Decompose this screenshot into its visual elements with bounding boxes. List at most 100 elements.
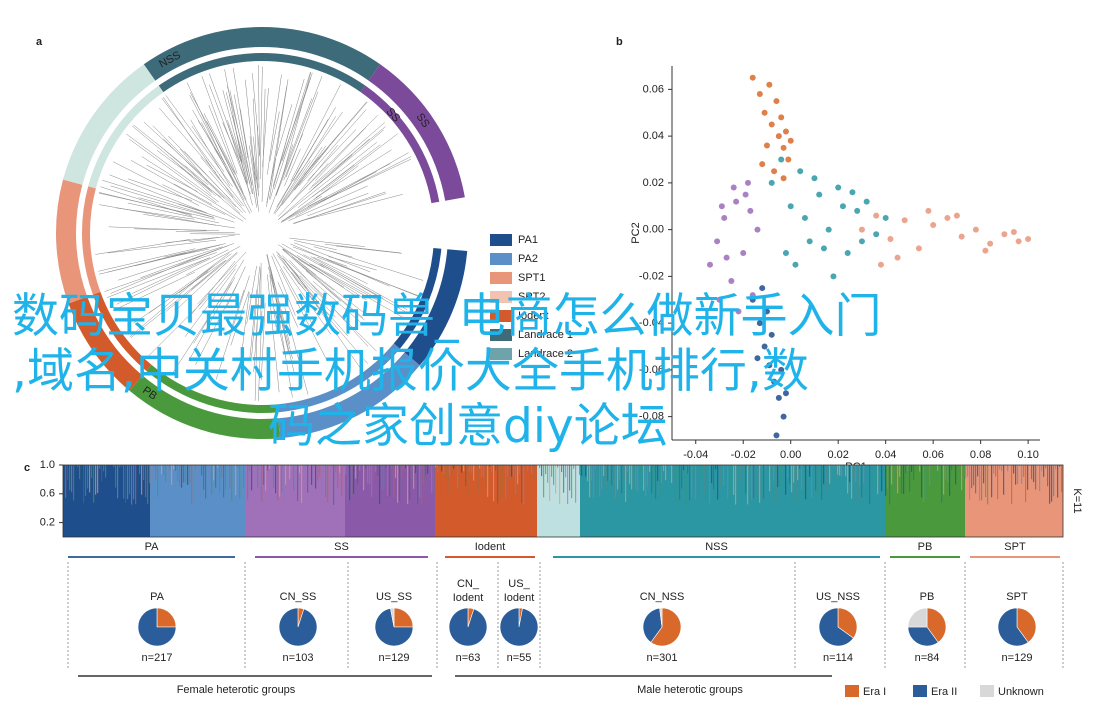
ring-segment-inner [360,85,440,204]
structure-texture [371,465,373,497]
structure-texture [955,465,957,485]
structure-texture [265,465,267,491]
structure-texture [1021,465,1023,484]
structure-texture [931,465,933,485]
tree-branch [109,174,203,212]
structure-texture [91,465,93,478]
structure-texture [1029,465,1031,485]
structure-texture [157,465,159,497]
structure-texture [441,465,443,472]
scatter-point [768,179,775,186]
scatter-point [749,74,756,81]
legend-swatch [490,234,512,246]
structure-texture [697,465,699,502]
tree-branch [258,310,263,401]
legend-swatch [490,310,512,322]
structure-texture [237,465,239,468]
scatter-point [787,137,794,144]
structure-texture [489,465,491,467]
structure-texture [143,465,145,480]
ring-segment [368,64,465,201]
structure-texture [533,465,535,479]
structure-texture [317,465,319,481]
legend-swatch [490,348,512,360]
legend-swatch [980,685,994,697]
structure-texture [613,465,615,501]
tree-branch [133,124,209,185]
structure-texture [473,465,475,481]
structure-texture [805,465,807,500]
structure-texture [615,465,617,498]
structure-texture [171,465,173,485]
structure-texture [355,465,357,479]
structure-texture [737,465,739,467]
structure-texture [77,465,79,467]
structure-texture [525,465,527,472]
structure-texture [631,465,633,490]
tree-branch [189,94,241,195]
structure-texture [247,465,249,500]
structure-texture [165,465,167,482]
structure-texture [875,465,877,489]
structure-texture [373,465,375,479]
tree-branch [239,155,253,206]
scatter-point [835,184,842,191]
structure-texture [423,465,425,485]
structure-texture [435,465,437,468]
legend-label: SPT2 [518,291,546,303]
structure-texture [959,465,961,478]
scatter-point [1001,231,1008,238]
structure-texture [163,465,165,476]
structure-texture [863,465,865,484]
structure-texture [403,465,405,470]
structure-texture [669,465,671,469]
structure-texture [507,465,509,477]
structure-texture [625,465,627,502]
structure-texture [1025,465,1027,503]
tree-branch [315,149,392,198]
scatter-point [742,191,749,198]
structure-texture [137,465,139,485]
structure-texture [199,465,201,505]
structure-texture [731,465,733,476]
structure-texture [179,465,181,487]
legend-label: Iodent [518,310,549,322]
tree-branch [203,113,235,173]
structure-texture [645,465,647,497]
structure-texture [465,465,467,487]
structure-texture [749,465,751,470]
tree-branch [148,271,209,314]
legend-label: PA1 [518,234,538,246]
structure-texture [231,465,233,502]
pie-note: n=55 [507,652,532,664]
scatter-point [953,212,960,219]
structure-texture [119,465,121,468]
pie-note: n=301 [647,652,678,664]
structure-texture [347,465,349,503]
tree-branch [196,253,230,279]
group-label: SS [334,541,349,553]
structure-texture [835,465,837,480]
structure-texture [325,465,327,497]
structure-texture [307,465,309,493]
tree-branch [319,263,382,302]
tree-branch [280,171,377,223]
tree-branch [311,122,385,187]
structure-texture [315,465,317,489]
structure-texture [283,465,285,501]
structure-texture [721,465,723,470]
legend-swatch [490,272,512,284]
tree-branch [329,250,424,281]
structure-texture [557,465,559,468]
structure-texture [657,465,659,482]
structure-texture [1033,465,1035,483]
structure-texture [1041,465,1043,472]
tree-branch [282,248,317,276]
scatter-point [972,226,979,233]
tree-branch [268,98,313,214]
y-tick-label: 1.0 [40,459,55,471]
tree-branch [230,291,250,346]
structure-texture [921,465,923,498]
structure-texture [363,465,365,491]
